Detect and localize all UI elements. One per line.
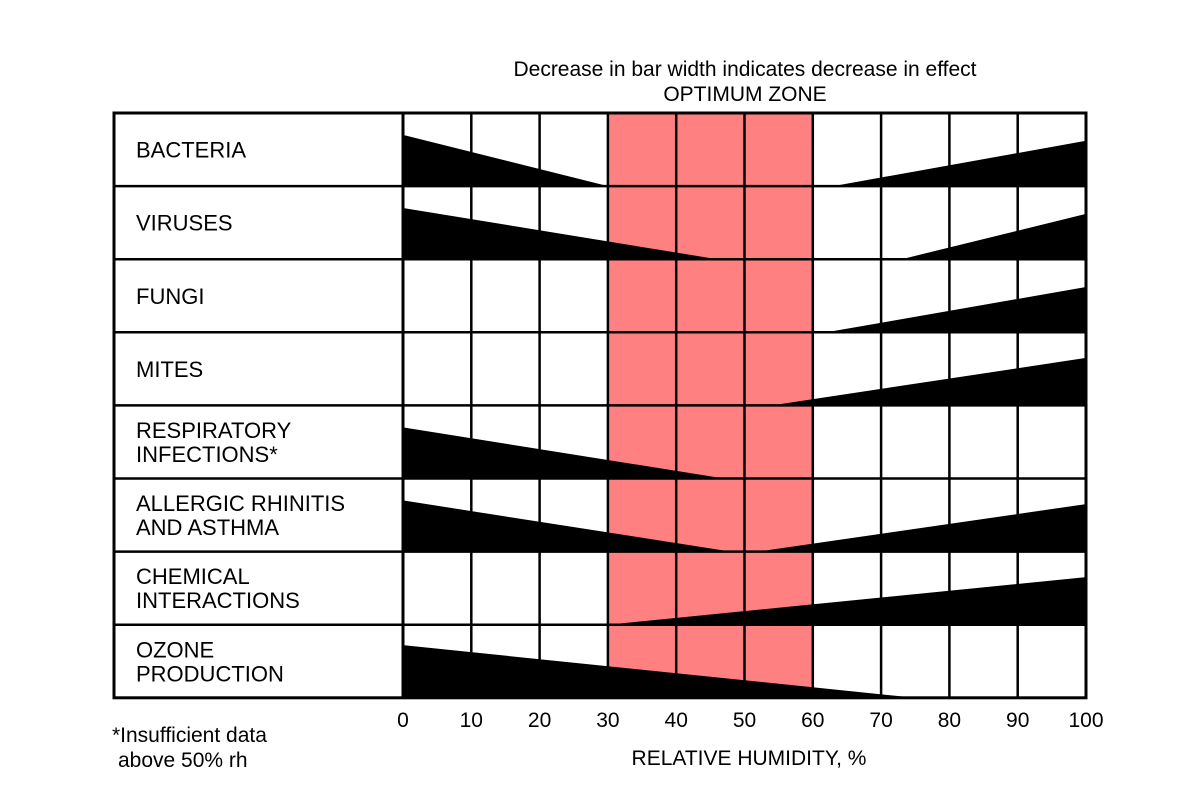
wedge-high-row-3 [826,286,1086,333]
row-label-2-line-1: VIRUSES [136,211,233,236]
wedge-low-row-6 [403,500,731,552]
effect-wedges-layer [403,134,1086,698]
row-label-3-line-1: FUNGI [136,284,204,309]
row-label-5-line-2: INFECTIONS* [136,442,278,467]
x-tick-label-90: 90 [1006,709,1029,732]
x-tick-label-40: 40 [665,709,688,732]
chart-title-line-2: OPTIMUM ZONE [663,83,826,106]
x-tick-label-30: 30 [596,709,619,732]
x-tick-label-20: 20 [528,709,551,732]
row-label-8-line-1: OZONE [136,637,214,662]
chart-title-line-1: Decrease in bar width indicates decrease… [513,58,976,81]
row-label-4-line-1: MITES [136,357,203,382]
wedge-high-row-7 [607,577,1086,625]
row-label-6-line-2: AND ASTHMA [136,515,279,540]
x-tick-label-10: 10 [460,709,483,732]
x-tick-label-0: 0 [397,709,409,732]
x-tick-label-100: 100 [1068,709,1103,732]
x-tick-label-80: 80 [938,709,961,732]
wedge-high-row-1 [833,140,1086,187]
row-label-8-line-2: PRODUCTION [136,661,284,686]
wedge-high-row-6 [758,504,1086,552]
x-tick-label-70: 70 [869,709,892,732]
row-labels-layer: BACTERIA VIRUSES FUNGI MITES RESPIRATORYINFE… [136,138,345,687]
wedge-low-row-2 [403,208,718,260]
wedge-high-row-2 [901,213,1086,260]
row-label-7-line-2: INTERACTIONS [136,588,300,613]
x-tick-label-60: 60 [801,709,824,732]
wedge-low-row-5 [403,427,725,479]
row-label-1-line-1: BACTERIA [136,138,246,163]
row-label-6-line-1: ALLERGIC RHINITIS [136,491,345,516]
x-axis-label: RELATIVE HUMIDITY, % [632,747,867,770]
row-label-5-line-1: RESPIRATORY [136,418,292,443]
row-label-7-line-1: CHEMICAL [136,564,250,589]
x-tick-label-50: 50 [733,709,756,732]
footnote-line-1: *Insufficient data [112,724,267,747]
wedge-low-row-8 [403,645,916,698]
x-tick-labels-layer: 0 10 20 30 40 50 60 70 80 90 100 [397,709,1103,732]
grid-layer [112,111,1088,700]
wedge-low-row-1 [403,134,608,187]
wedge-high-row-4 [771,357,1086,406]
footnote-line-2: above 50% rh [118,749,248,772]
